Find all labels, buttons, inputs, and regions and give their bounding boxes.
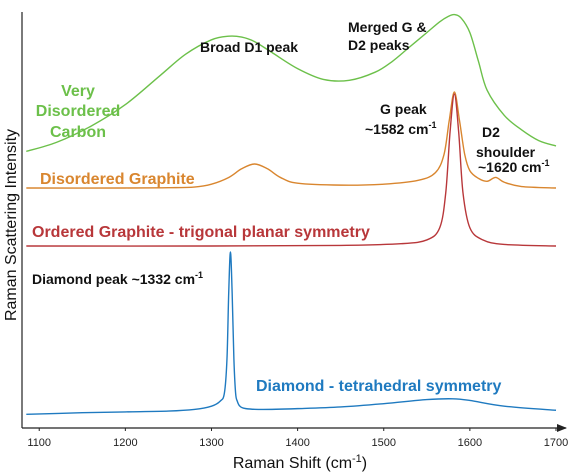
x-axis-ticks: 1100 1200 1300 1400 1500 1600 1700 <box>27 428 568 449</box>
x-tick-label: 1700 <box>544 437 568 449</box>
x-axis-title: Raman Shift (cm-1) <box>233 453 367 472</box>
series-line-2 <box>26 93 557 247</box>
annotation-diamond-peak: Diamond peak ~1332 cm-1 <box>32 270 203 287</box>
annotation-d2-line1: D2 <box>482 124 500 140</box>
x-tick-label: 1500 <box>371 437 395 449</box>
label-diamond: Diamond - tetrahedral symmetry <box>256 378 502 395</box>
label-very-disordered-line2: Disordered <box>36 103 120 120</box>
series-lines <box>26 13 557 416</box>
label-very-disordered-line1: Very <box>61 83 95 100</box>
annotation-broad-d1: Broad D1 peak <box>200 39 298 55</box>
annotation-merged-line1: Merged G & <box>348 19 427 35</box>
annotation-gpeak-line2: ~1582 cm-1 <box>365 120 436 137</box>
label-very-disordered-line3: Carbon <box>50 124 106 141</box>
y-axis-title: Raman Scattering Intensity <box>3 129 20 321</box>
label-disordered-graphite: Disordered Graphite <box>40 171 195 188</box>
x-tick-label: 1400 <box>285 437 309 449</box>
annotation-d2-line2: shoulder <box>476 144 536 160</box>
series-line-3 <box>26 251 557 416</box>
series-line-0 <box>26 13 557 153</box>
x-tick-label: 1200 <box>113 437 137 449</box>
label-ordered-graphite: Ordered Graphite - trigonal planar symme… <box>32 224 370 241</box>
annotation-gpeak-line1: G peak <box>380 101 427 117</box>
x-tick-label: 1300 <box>199 437 223 449</box>
series-line-1 <box>26 91 557 189</box>
annotation-d2-line3: ~1620 cm-1 <box>478 158 549 175</box>
x-tick-label: 1100 <box>27 437 51 449</box>
annotation-merged-line2: D2 peaks <box>348 37 410 53</box>
x-tick-label: 1600 <box>458 437 482 449</box>
